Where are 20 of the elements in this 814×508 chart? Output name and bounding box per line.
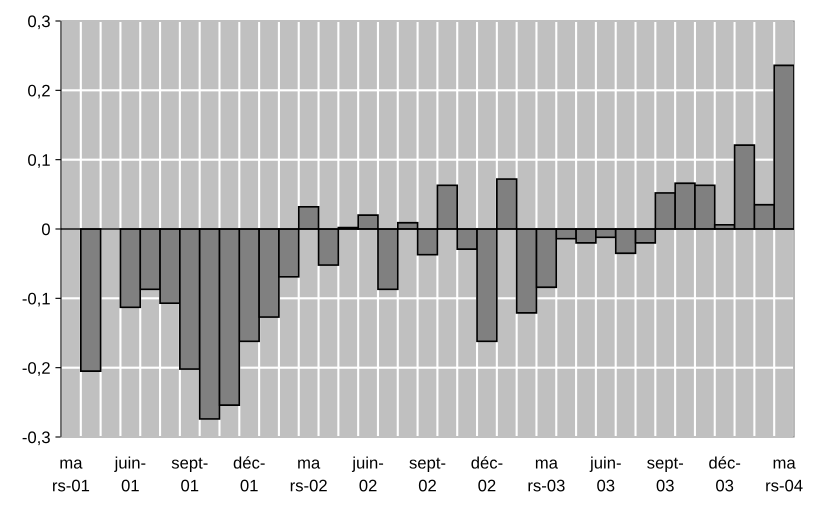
y-tick-label: -0,1 — [22, 292, 50, 307]
x-tick-label: sept- 02 — [409, 458, 446, 492]
x-tick-label: déc- 01 — [234, 456, 265, 492]
y-tick-label: 0,3 — [28, 15, 50, 30]
x-tick-label: ma rs-01 — [53, 460, 90, 492]
x-tick-label: ma rs-04 — [766, 460, 803, 492]
x-tick-label: ma rs-02 — [290, 460, 327, 492]
x-tick-label: sept- 03 — [647, 458, 684, 492]
x-tick-label: déc- 03 — [709, 456, 740, 492]
x-tick-label: juin- 03 — [590, 456, 621, 492]
x-tick-label: déc- 02 — [471, 456, 502, 492]
x-tick-label: ma rs-03 — [528, 460, 565, 492]
x-tick-label: juin- 02 — [352, 456, 384, 492]
y-tick-label: 0,1 — [28, 154, 50, 168]
x-tick-label: sept- 01 — [172, 458, 208, 492]
x-tick-label: juin- 01 — [114, 456, 146, 492]
y-tick-label: 0,2 — [28, 84, 50, 99]
y-tick-label: -0,3 — [22, 431, 50, 446]
y-tick-label: 0 — [42, 223, 50, 236]
y-tick-label: -0,2 — [22, 362, 50, 376]
